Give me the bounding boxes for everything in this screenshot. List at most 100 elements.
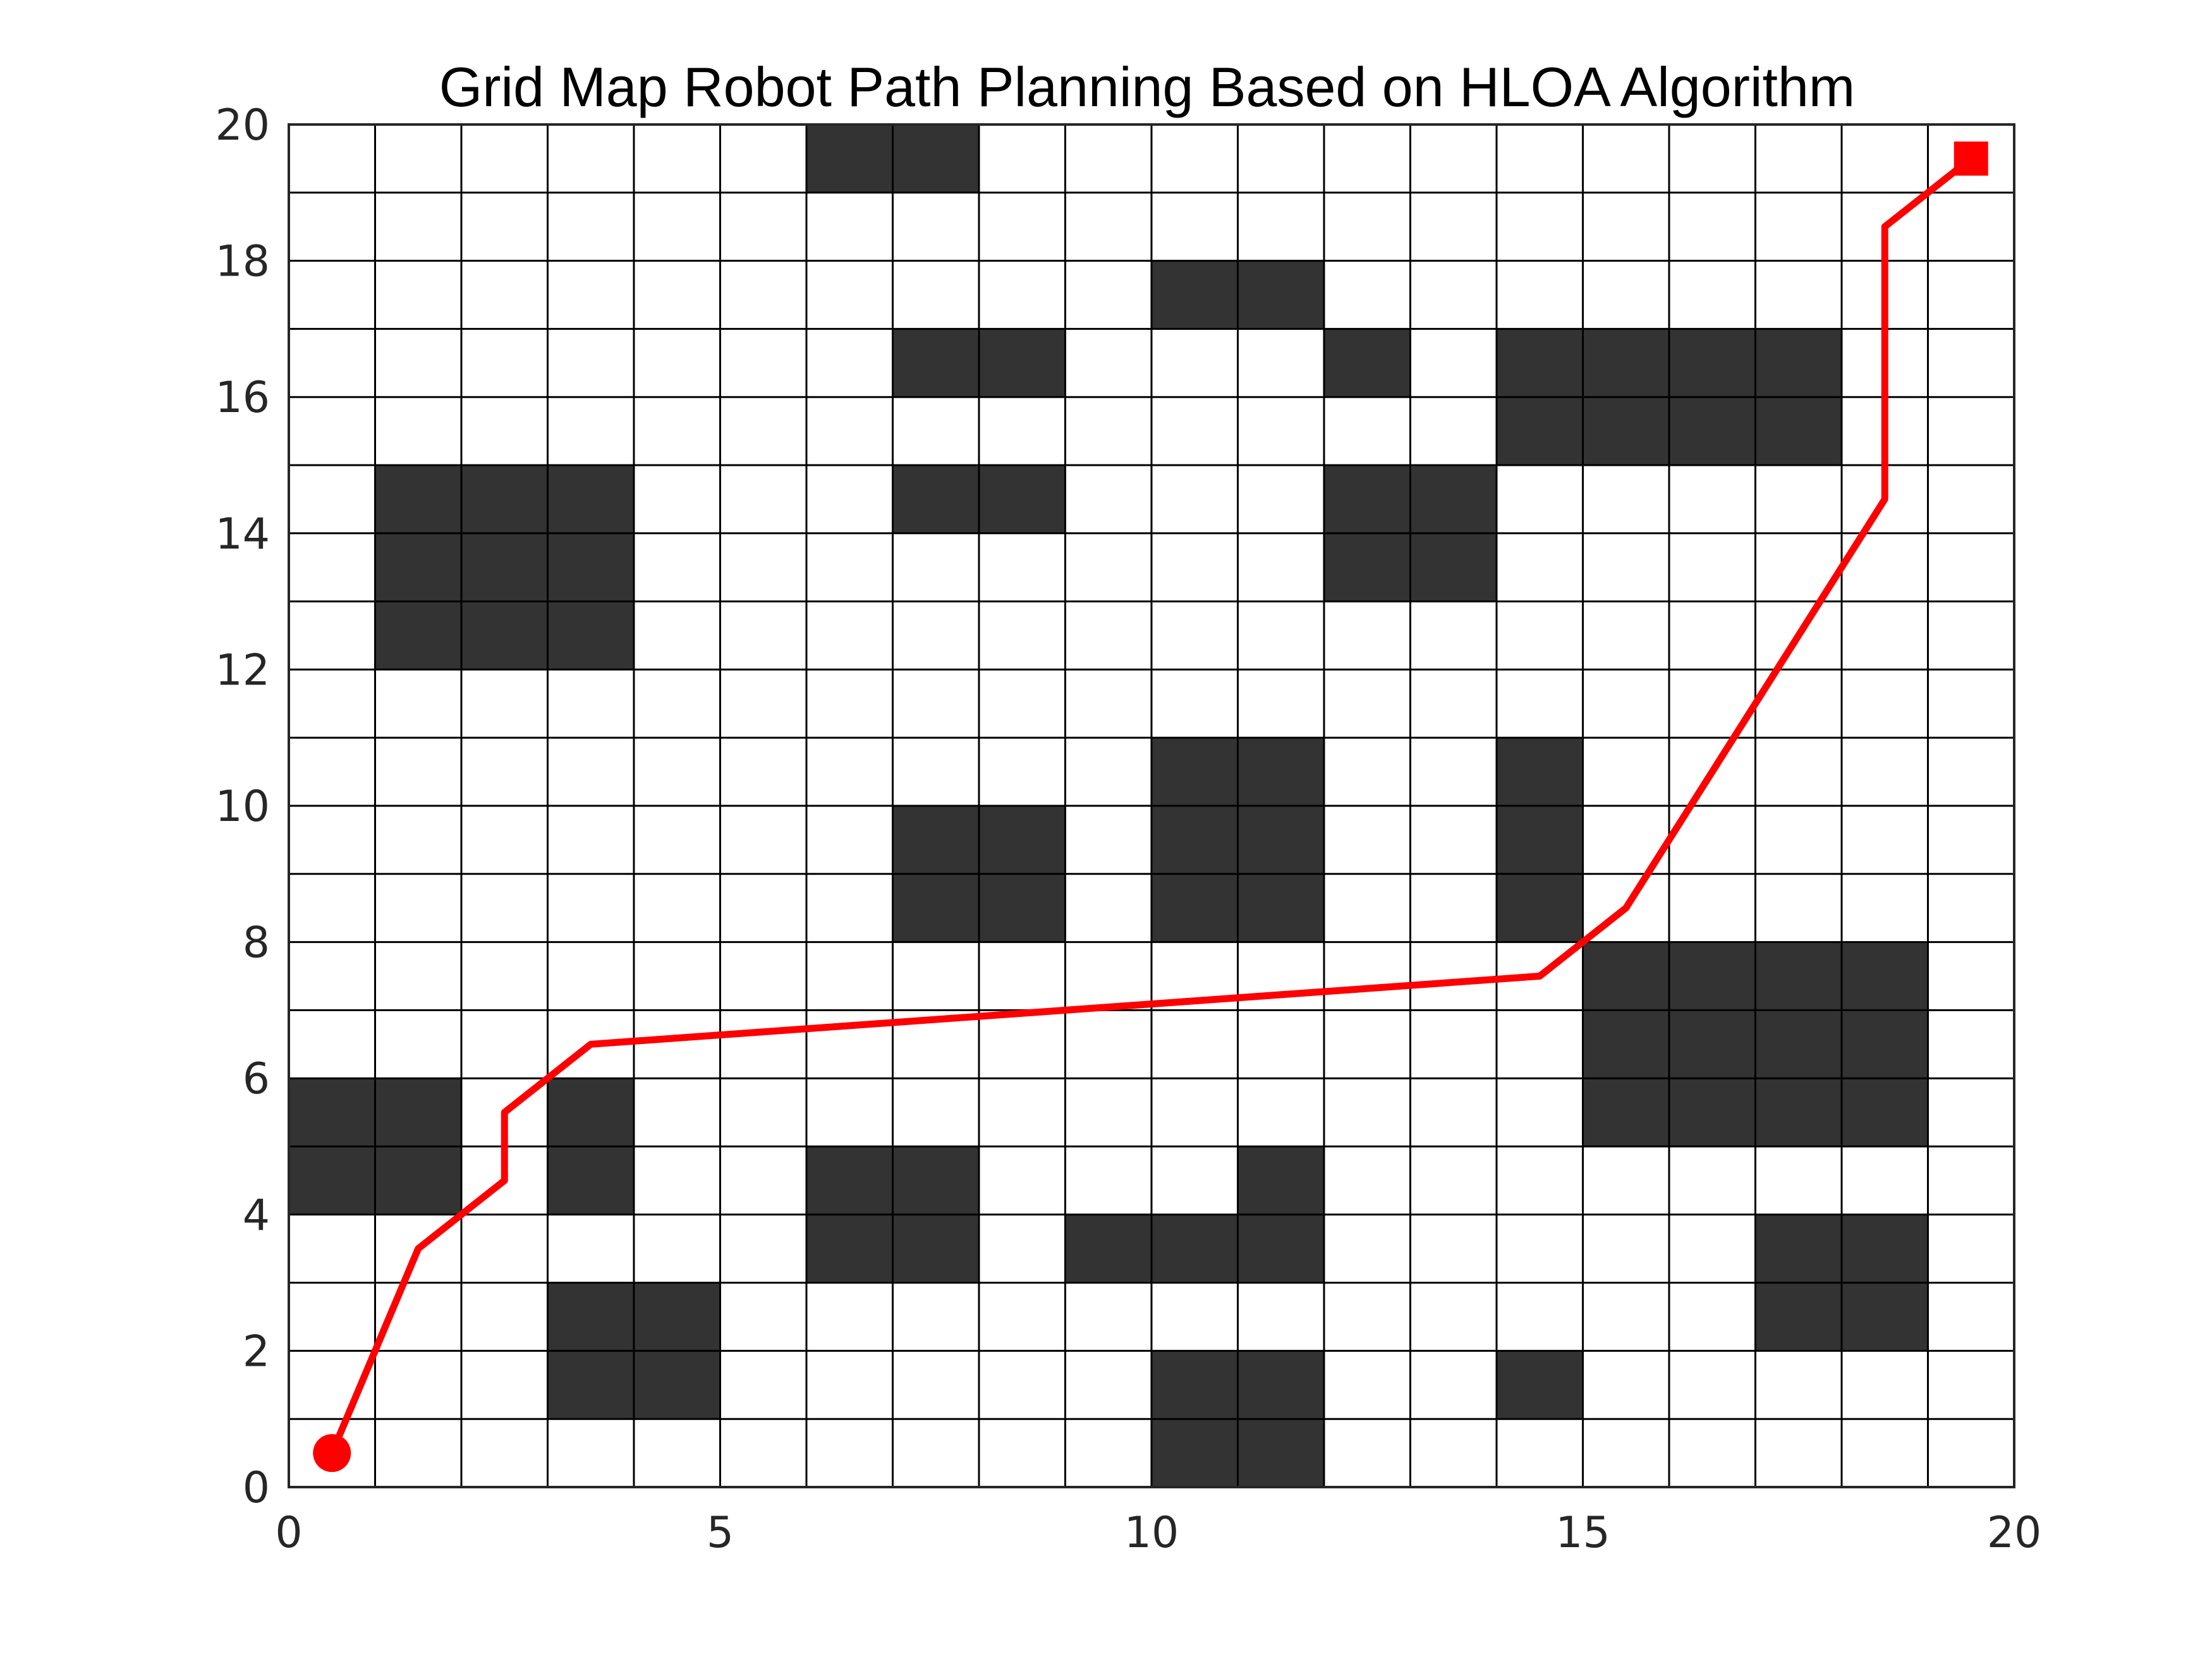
obstacle-cell [1152,1214,1238,1283]
obstacle-cell [1152,873,1238,942]
obstacle-cell [1152,806,1238,874]
obstacle-cell [375,465,461,533]
obstacle-cell [375,601,461,670]
obstacle-cell [1152,1419,1238,1487]
obstacle-cell [1324,465,1411,533]
obstacle-cell [547,1146,634,1215]
y-tick-label: 10 [215,782,270,832]
x-tick-label: 15 [1555,1508,1610,1558]
path-line [328,155,1975,1457]
x-tick-label: 10 [1124,1508,1179,1558]
obstacle-cell [1755,329,1842,398]
obstacle-cell [1497,329,1583,398]
obstacle-cell [1324,533,1411,602]
obstacle-cell [1669,397,1756,465]
obstacle-cell [1497,397,1583,465]
obstacle-cell [547,1078,634,1146]
obstacle-cell [1842,942,1928,1011]
obstacle-cell [1669,329,1756,398]
obstacle-cell [1583,1078,1669,1146]
tick-labels: 0 5 10 15 20 0 2 4 6 8 10 12 14 16 18 20 [215,100,2041,1558]
obstacle-cell [1755,1010,1842,1079]
obstacle-cell [979,873,1066,942]
obstacle-cell [892,329,979,398]
obstacle-cell [892,1146,979,1215]
y-tick-label: 0 [243,1463,270,1513]
obstacle-cell [1497,873,1583,942]
path-layer [313,141,1988,1473]
obstacle-cell [806,125,893,193]
goal-marker [1954,141,1988,176]
obstacle-cell [547,1282,634,1351]
grid-lines [288,123,2015,1488]
obstacle-cell [461,601,548,670]
obstacle-cell [979,329,1066,398]
obstacle-cell [892,1214,979,1283]
y-tick-label: 4 [243,1191,270,1241]
obstacle-cell [634,1351,720,1419]
obstacle-cell [461,465,548,533]
obstacle-cell [1755,1282,1842,1351]
y-tick-label: 20 [215,100,270,150]
obstacle-cell [1152,1351,1238,1419]
obstacle-cell [375,533,461,602]
obstacle-cell [1497,806,1583,874]
obstacle-cell [1669,1010,1756,1079]
obstacle-cell [1669,1078,1756,1146]
obstacle-cell [1237,873,1324,942]
y-tick-label: 12 [215,645,270,695]
obstacle-cell [1237,1214,1324,1283]
obstacle-cell [1410,533,1497,602]
obstacle-layer [289,125,1928,1487]
obstacle-cell [1237,1146,1324,1215]
obstacle-cell [1237,806,1324,874]
obstacle-cell [1583,397,1669,465]
obstacle-cell [1842,1078,1928,1146]
y-tick-label: 8 [243,918,270,968]
obstacle-cell [1755,1214,1842,1283]
obstacle-cell [1842,1010,1928,1079]
obstacle-cell [979,806,1066,874]
obstacle-cell [1152,738,1238,806]
obstacle-cell [1583,1010,1669,1079]
obstacle-cell [1755,397,1842,465]
obstacle-cell [461,533,548,602]
obstacle-cell [892,873,979,942]
obstacle-cell [375,1078,461,1146]
obstacle-cell [1755,1078,1842,1146]
obstacle-cell [1842,1282,1928,1351]
axes-box [288,123,2015,1488]
y-tick-label: 14 [215,509,270,559]
x-tick-label: 5 [707,1508,734,1558]
obstacle-cell [547,601,634,670]
obstacle-cell [634,1282,720,1351]
obstacle-cell [892,806,979,874]
obstacle-cell [1237,1419,1324,1487]
chart-title: Grid Map Robot Path Planning Based on HL… [439,56,1855,118]
obstacle-cell [1755,942,1842,1011]
x-tick-label: 0 [275,1508,302,1558]
obstacle-cell [1237,260,1324,329]
y-tick-label: 16 [215,373,270,423]
obstacle-cell [806,1214,893,1283]
obstacle-cell [1324,329,1411,398]
obstacle-cell [892,125,979,193]
obstacle-cell [547,533,634,602]
obstacle-cell [1583,329,1669,398]
y-tick-label: 18 [215,237,270,287]
obstacle-cell [289,1146,375,1215]
obstacle-cell [1065,1214,1152,1283]
obstacle-cell [547,1351,634,1419]
obstacle-cell [375,1146,461,1215]
obstacle-cell [979,465,1066,533]
obstacle-cell [289,1078,375,1146]
obstacle-cell [1669,942,1756,1011]
obstacle-cell [1497,738,1583,806]
x-tick-label: 20 [1987,1508,2042,1558]
obstacle-cell [1237,1351,1324,1419]
obstacle-cell [892,465,979,533]
obstacle-cell [547,465,634,533]
obstacle-cell [1237,738,1324,806]
obstacle-cell [1583,942,1669,1011]
